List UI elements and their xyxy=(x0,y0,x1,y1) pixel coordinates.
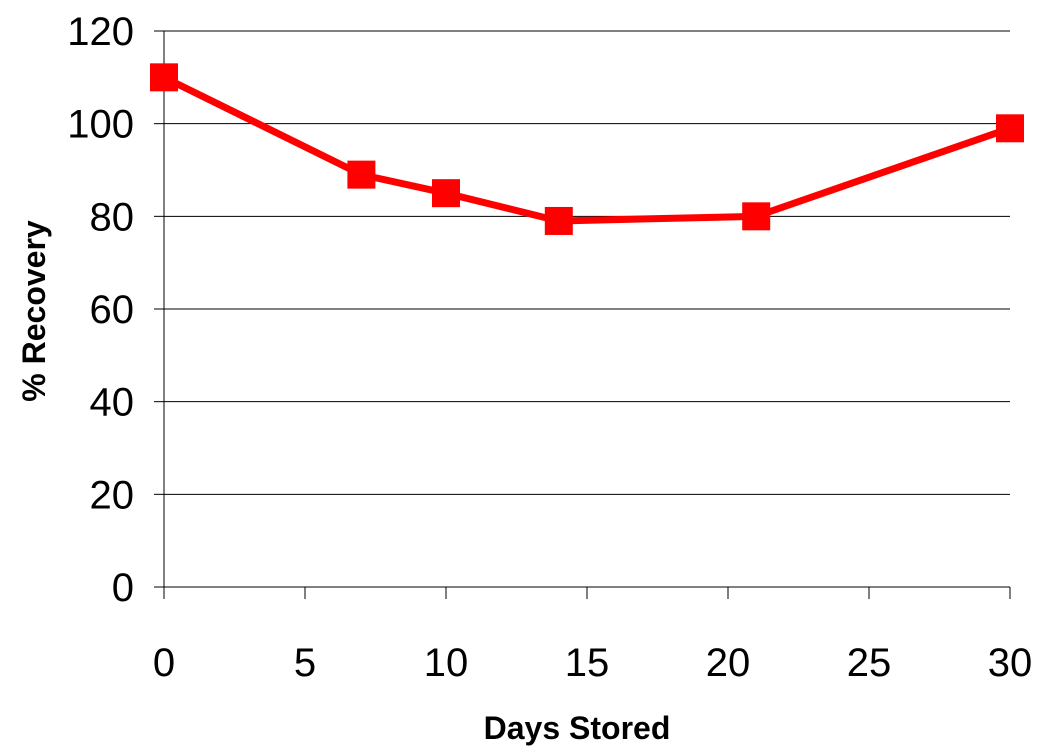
x-tick-label-1: 5 xyxy=(294,641,316,685)
series xyxy=(150,63,1024,235)
data-point-2 xyxy=(432,179,460,208)
x-tick-label-3: 15 xyxy=(565,641,610,685)
data-point-3 xyxy=(544,206,573,235)
y-tick-label-2: 40 xyxy=(90,381,135,425)
data-point-1 xyxy=(347,160,376,189)
y-tick-label-1: 20 xyxy=(90,473,135,517)
y-tick-label-4: 80 xyxy=(90,195,135,239)
gridlines xyxy=(164,30,1010,495)
data-point-5 xyxy=(996,114,1024,143)
y-tick-label-0: 0 xyxy=(112,566,134,610)
y-tick-label-6: 120 xyxy=(67,10,134,54)
series-line-0 xyxy=(160,73,1014,225)
x-tick-label-2: 10 xyxy=(424,641,469,685)
y-tick-label-5: 100 xyxy=(67,103,134,147)
x-axis-title: Days Stored xyxy=(484,710,671,746)
x-tick-label-6: 30 xyxy=(988,641,1033,685)
y-axis-title: % Recovery xyxy=(16,220,52,402)
x-tick-label-5: 25 xyxy=(847,641,892,685)
x-tick-labels: 0 5 10 15 20 25 30 xyxy=(153,641,1032,685)
x-tick-label-4: 20 xyxy=(706,641,751,685)
data-point-0 xyxy=(150,63,178,92)
data-point-4 xyxy=(742,202,771,231)
y-tick-labels: 0 20 40 60 80 100 120 xyxy=(67,10,134,610)
x-tick-label-0: 0 xyxy=(153,641,175,685)
y-tick-label-3: 60 xyxy=(90,288,135,332)
tick-marks xyxy=(154,30,1011,599)
